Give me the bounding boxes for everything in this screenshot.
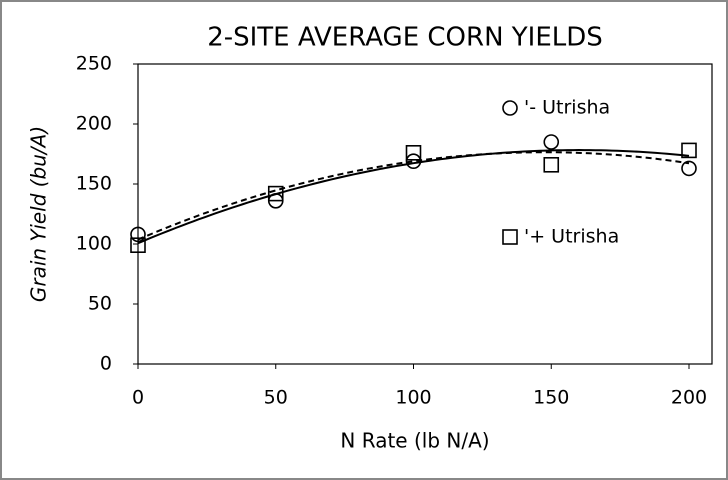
x-tick-label: 200 [671, 387, 707, 409]
data-point [681, 142, 697, 159]
chart-title: 2-SITE AVERAGE CORN YIELDS [207, 23, 603, 53]
plot-frame [137, 63, 713, 365]
legend-marker [502, 100, 518, 116]
data-point [543, 134, 560, 150]
x-tick-label: 150 [533, 387, 569, 409]
x-axis-label: N Rate (lb N/A) [340, 429, 489, 453]
legend-marker [502, 229, 518, 245]
y-tick-label: 150 [76, 173, 112, 195]
data-point [681, 160, 697, 177]
data-point [130, 237, 146, 253]
trend-line [137, 151, 690, 241]
legend-label: '- Utrisha [524, 97, 610, 119]
y-tick-label: 50 [88, 293, 112, 315]
y-tick-label: 0 [100, 353, 112, 375]
y-tick-label: 200 [76, 113, 112, 135]
data-point [405, 145, 422, 161]
y-axis-label: Grain Yield (bu/A) [27, 126, 51, 302]
y-tick-label: 250 [76, 53, 112, 75]
x-tick-label: 100 [395, 387, 431, 409]
trend-line [137, 149, 690, 245]
data-point [130, 226, 146, 243]
y-tick-label: 100 [76, 233, 112, 255]
x-tick-label: 0 [132, 387, 144, 409]
legend-label: '+ Utrisha [524, 226, 619, 248]
x-tick-label: 50 [264, 387, 288, 409]
data-point [267, 185, 284, 202]
data-point [543, 157, 560, 173]
